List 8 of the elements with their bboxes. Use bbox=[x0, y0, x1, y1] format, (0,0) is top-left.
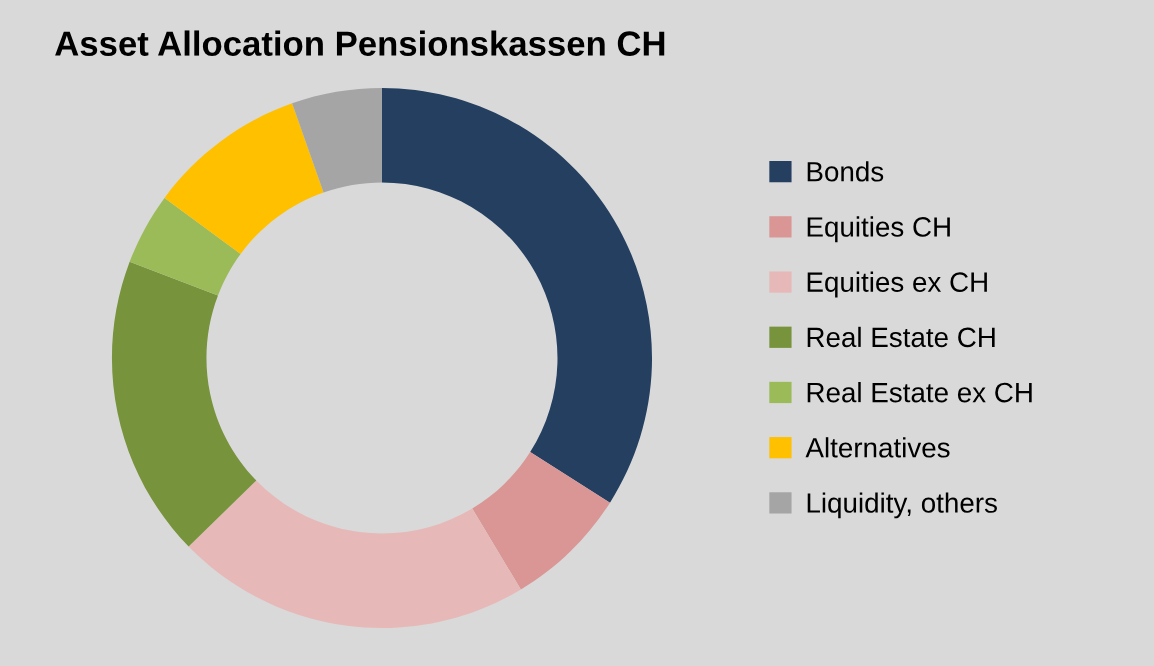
legend-label: Real Estate CH bbox=[807, 326, 995, 348]
legend-label: Liquidity, others bbox=[807, 492, 997, 519]
chart-title: Asset Allocation Pensionskassen CH bbox=[55, 30, 665, 56]
legend-label: Bonds bbox=[807, 161, 884, 182]
legend-label: Equities CH bbox=[807, 216, 950, 243]
legend-label: Equities ex CH bbox=[807, 271, 987, 298]
legend-label: Alternatives bbox=[805, 437, 950, 458]
legend-label: Real Estate ex CH bbox=[807, 382, 1032, 403]
